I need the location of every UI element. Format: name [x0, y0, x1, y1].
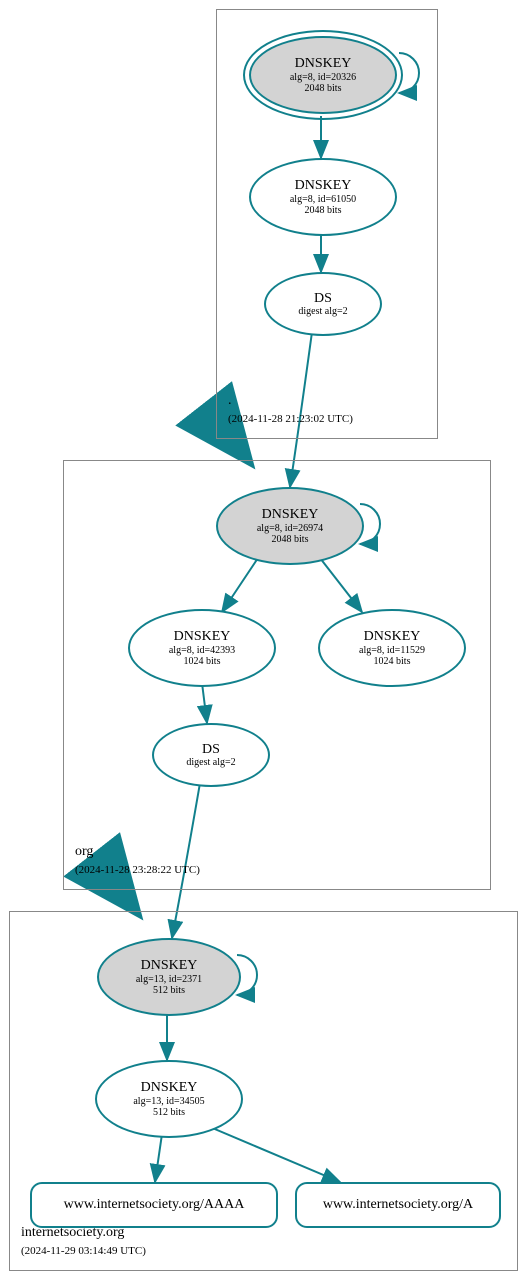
root-ds-node: DS digest alg=2 [264, 272, 382, 336]
root-ds-title: DS [314, 291, 332, 306]
org-zsk1-line2: 1024 bits [184, 656, 221, 667]
org-ds-title: DS [202, 742, 220, 757]
zone-org-timestamp: (2024-11-28 23:28:22 UTC) [75, 864, 200, 876]
isoc-zsk-node: DNSKEY alg=13, id=34505 512 bits [95, 1060, 243, 1138]
rr-aaaa-node: www.internetsociety.org/AAAA [30, 1182, 278, 1228]
org-ksk-title: DNSKEY [262, 507, 319, 522]
zone-root-timestamp: (2024-11-28 21:23:02 UTC) [228, 413, 353, 425]
root-zsk-node: DNSKEY alg=8, id=61050 2048 bits [249, 158, 397, 236]
rr-aaaa-label: www.internetsociety.org/AAAA [64, 1197, 245, 1212]
zone-isoc-timestamp: (2024-11-29 03:14:49 UTC) [21, 1245, 146, 1257]
org-ds-line1: digest alg=2 [186, 757, 235, 768]
isoc-ksk-title: DNSKEY [141, 958, 198, 973]
isoc-zsk-title: DNSKEY [141, 1080, 198, 1095]
root-ds-line1: digest alg=2 [298, 306, 347, 317]
org-zsk2-line1: alg=8, id=11529 [359, 645, 425, 656]
org-ksk-node: DNSKEY alg=8, id=26974 2048 bits [216, 487, 364, 565]
org-zsk2-line2: 1024 bits [374, 656, 411, 667]
root-ksk-node: DNSKEY alg=8, id=20326 2048 bits [249, 36, 397, 114]
org-zsk1-title: DNSKEY [174, 629, 231, 644]
org-ksk-line2: 2048 bits [272, 534, 309, 545]
org-zsk2-node: DNSKEY alg=8, id=11529 1024 bits [318, 609, 466, 687]
isoc-zsk-line2: 512 bits [153, 1107, 185, 1118]
zone-org-label: org [75, 844, 93, 860]
isoc-zsk-line1: alg=13, id=34505 [133, 1096, 204, 1107]
rr-a-label: www.internetsociety.org/A [323, 1197, 473, 1212]
org-zsk1-node: DNSKEY alg=8, id=42393 1024 bits [128, 609, 276, 687]
root-zsk-line1: alg=8, id=61050 [290, 194, 356, 205]
root-zsk-title: DNSKEY [295, 178, 352, 193]
root-ksk-title: DNSKEY [295, 56, 352, 71]
root-zsk-line2: 2048 bits [305, 205, 342, 216]
org-ds-node: DS digest alg=2 [152, 723, 270, 787]
isoc-ksk-line1: alg=13, id=2371 [136, 974, 202, 985]
root-ksk-line2: 2048 bits [305, 83, 342, 94]
org-ksk-line1: alg=8, id=26974 [257, 523, 323, 534]
isoc-ksk-node: DNSKEY alg=13, id=2371 512 bits [97, 938, 241, 1016]
rr-a-node: www.internetsociety.org/A [295, 1182, 501, 1228]
org-zsk1-line1: alg=8, id=42393 [169, 645, 235, 656]
org-zsk2-title: DNSKEY [364, 629, 421, 644]
root-ksk-line1: alg=8, id=20326 [290, 72, 356, 83]
zone-root-label: . [228, 393, 232, 409]
isoc-ksk-line2: 512 bits [153, 985, 185, 996]
